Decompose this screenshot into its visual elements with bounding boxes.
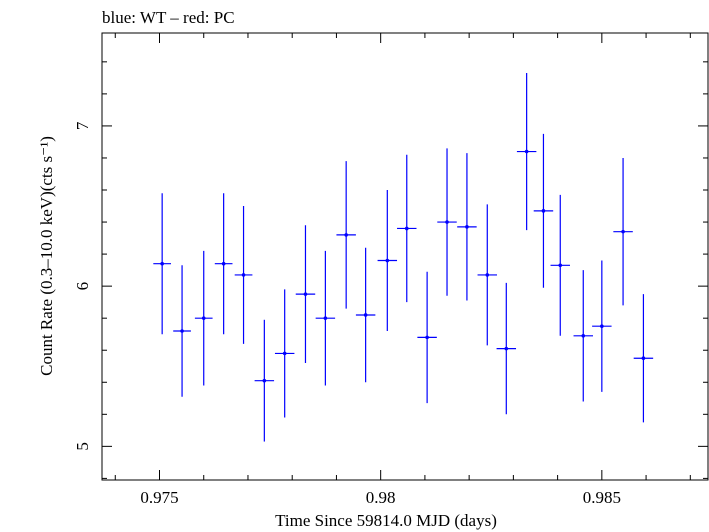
y-tick-label: 7 (73, 121, 92, 130)
data-point (397, 154, 417, 303)
data-marker (404, 226, 409, 231)
data-point (457, 153, 477, 301)
data-point (477, 204, 498, 346)
data-marker (180, 329, 184, 333)
data-marker (303, 292, 308, 296)
data-marker (641, 356, 646, 361)
data-marker (323, 316, 328, 320)
data-point (573, 270, 593, 402)
y-axis-label: Count Rate (0.3–10.0 keV)(cts s⁻¹) (37, 136, 56, 376)
data-marker (485, 273, 490, 277)
data-point (496, 282, 517, 415)
data-marker (160, 261, 164, 266)
data-marker (581, 334, 586, 338)
data-marker (465, 225, 469, 229)
data-marker (363, 313, 368, 317)
data-point (355, 247, 376, 383)
data-marker (344, 233, 348, 237)
data-point (173, 265, 191, 397)
data-point (377, 190, 398, 331)
data-point (153, 193, 172, 335)
data-series (153, 73, 654, 442)
y-tick-label: 5 (73, 442, 92, 451)
data-point (592, 260, 612, 392)
data-point (234, 206, 253, 344)
data-marker (241, 273, 246, 277)
data-point (437, 148, 457, 296)
data-point (315, 250, 336, 386)
x-tick-label: 0.975 (140, 488, 178, 507)
data-point (417, 271, 437, 404)
data-marker (621, 229, 625, 234)
chart-title: blue: WT – red: PC (102, 8, 235, 27)
data-point (516, 73, 537, 231)
data-point (214, 193, 233, 335)
data-point (194, 250, 213, 386)
data-point (274, 289, 295, 418)
data-marker (600, 324, 604, 328)
data-point (533, 133, 554, 288)
data-marker (558, 263, 563, 268)
x-axis-label: Time Since 59814.0 MJD (days) (275, 511, 497, 530)
data-marker (262, 378, 267, 383)
data-marker (221, 261, 226, 266)
x-axis-ticks (114, 33, 691, 480)
data-marker (282, 351, 287, 356)
data-point (633, 294, 654, 423)
data-point (550, 194, 570, 336)
data-point (336, 161, 356, 309)
data-marker (385, 258, 390, 263)
data-point (254, 319, 275, 442)
data-marker (524, 149, 529, 154)
data-marker (504, 346, 509, 351)
x-tick-labels: 0.975 0.98 0.985 (140, 488, 621, 507)
x-tick-label: 0.985 (583, 488, 621, 507)
data-point (295, 225, 316, 364)
data-point (613, 157, 633, 306)
y-tick-labels: 5 6 7 (73, 121, 92, 450)
y-axis-ticks (102, 61, 708, 479)
data-marker (425, 335, 429, 340)
plot-frame (101, 32, 709, 481)
data-marker (445, 220, 449, 224)
x-tick-label: 0.98 (366, 488, 396, 507)
data-marker (201, 316, 206, 320)
data-marker (541, 209, 546, 213)
y-tick-label: 6 (73, 282, 92, 291)
